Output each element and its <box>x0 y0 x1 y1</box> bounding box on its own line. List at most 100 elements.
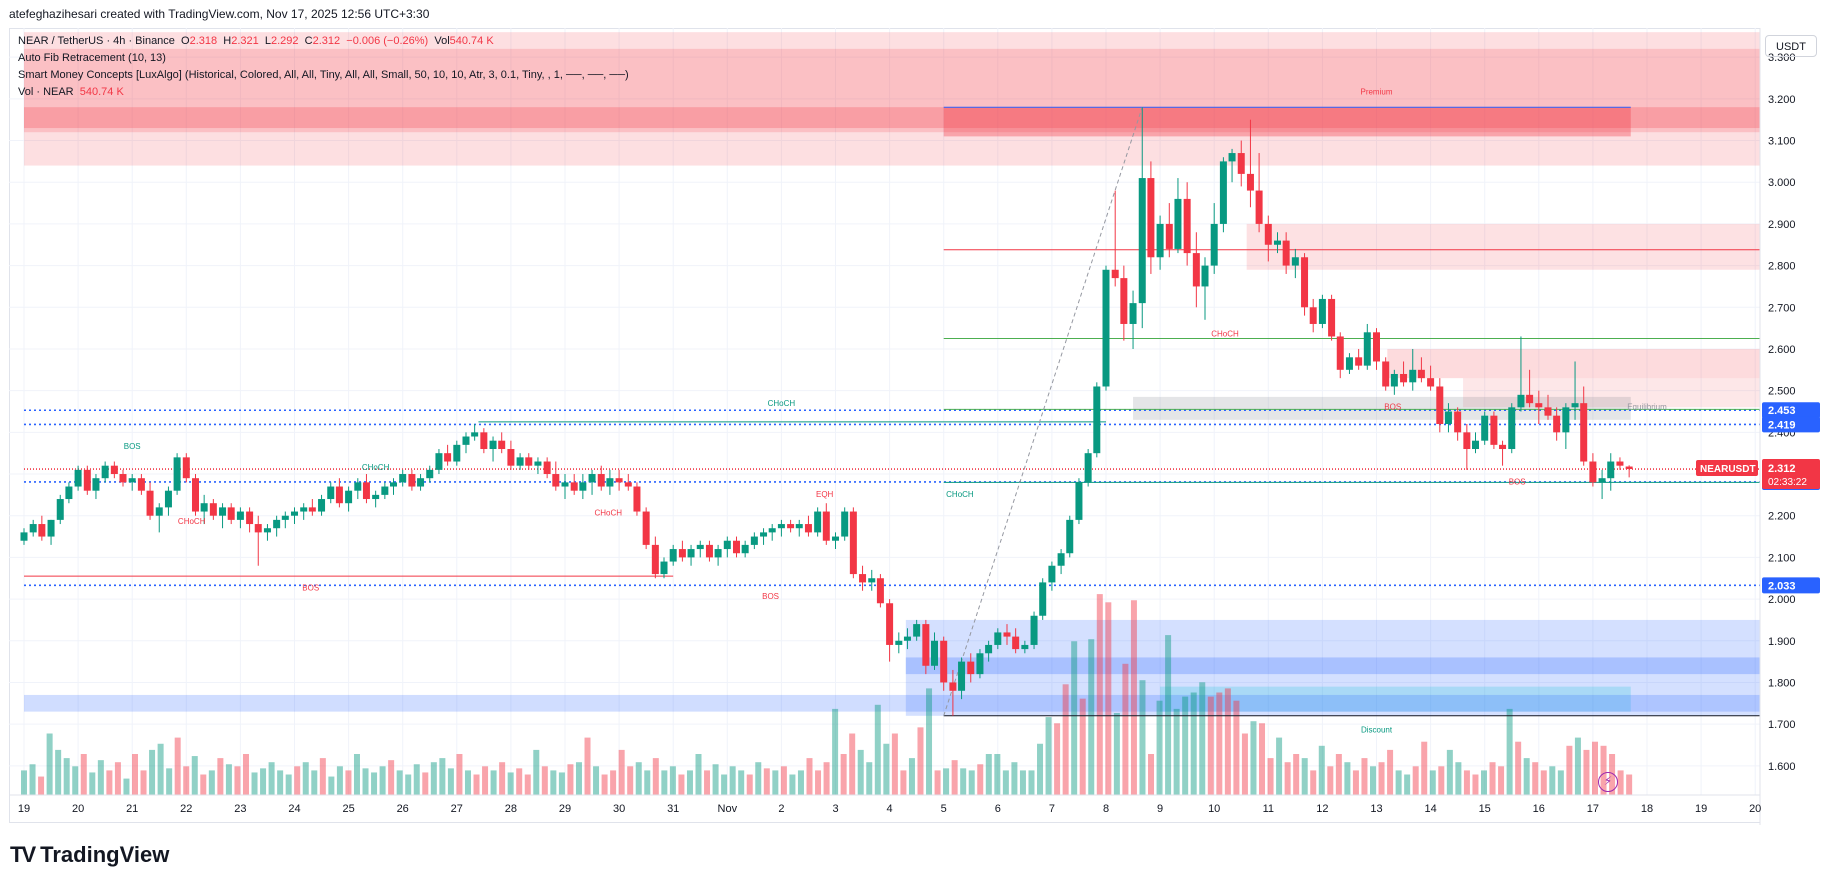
candle-body[interactable] <box>1021 644 1029 650</box>
candle-body[interactable] <box>1057 553 1065 566</box>
candle-body[interactable] <box>56 499 64 520</box>
candle-body[interactable] <box>254 524 262 533</box>
candle-body[interactable] <box>471 432 479 437</box>
currency-selector[interactable]: USDT <box>1765 35 1817 57</box>
candle-body[interactable] <box>236 511 244 520</box>
candle-body[interactable] <box>1444 411 1452 425</box>
candle-body[interactable] <box>1363 332 1371 366</box>
candle-body[interactable] <box>895 640 903 645</box>
candle-body[interactable] <box>615 478 623 483</box>
candle-body[interactable] <box>1409 369 1417 383</box>
candle-body[interactable] <box>1183 198 1191 254</box>
candle-body[interactable] <box>101 465 109 479</box>
candle-body[interactable] <box>624 482 632 487</box>
candle-body[interactable] <box>949 682 957 691</box>
candle-body[interactable] <box>1481 415 1489 441</box>
price-axis-tag[interactable] <box>1762 416 1820 433</box>
candle-body[interactable] <box>1084 453 1092 483</box>
candle-body[interactable] <box>1517 394 1525 408</box>
candle-body[interactable] <box>1490 415 1498 445</box>
candle-body[interactable] <box>92 478 100 491</box>
candle-body[interactable] <box>1291 257 1299 266</box>
candle-body[interactable] <box>1454 411 1462 433</box>
candle-body[interactable] <box>1390 373 1398 387</box>
candle-body[interactable] <box>1156 223 1164 258</box>
candle-body[interactable] <box>65 486 73 500</box>
candle-body[interactable] <box>1580 403 1588 462</box>
candle-body[interactable] <box>976 653 984 675</box>
candle-body[interactable] <box>886 603 894 645</box>
candle-body[interactable] <box>1264 223 1272 245</box>
candle-body[interactable] <box>182 457 190 479</box>
candle-body[interactable] <box>822 511 830 541</box>
candle-body[interactable] <box>227 507 235 520</box>
candle-body[interactable] <box>678 549 686 558</box>
candle-body[interactable] <box>1589 461 1597 483</box>
candle-body[interactable] <box>1111 269 1119 279</box>
candle-body[interactable] <box>606 478 614 487</box>
candle-body[interactable] <box>814 511 822 533</box>
candle-body[interactable] <box>1562 407 1570 433</box>
price-axis-tag[interactable] <box>1762 577 1820 594</box>
candle-body[interactable] <box>291 511 298 516</box>
candle-body[interactable] <box>300 507 308 512</box>
candle-body[interactable] <box>1219 161 1227 224</box>
candle-body[interactable] <box>1066 519 1074 554</box>
candle-body[interactable] <box>1138 178 1146 304</box>
candle-body[interactable] <box>372 494 380 500</box>
candle-body[interactable] <box>110 465 118 475</box>
candle-body[interactable] <box>38 524 46 537</box>
candle-body[interactable] <box>417 478 425 487</box>
candle-body[interactable] <box>1120 278 1128 324</box>
candle-body[interactable] <box>273 519 281 529</box>
candle-body[interactable] <box>47 519 55 537</box>
candle-body[interactable] <box>1309 307 1317 324</box>
candle-body[interactable] <box>660 561 668 575</box>
lightning-icon[interactable]: ⚡ <box>1598 772 1618 792</box>
candle-body[interactable] <box>696 544 704 550</box>
candle-body[interactable] <box>841 511 849 537</box>
candle-body[interactable] <box>426 469 434 479</box>
candle-body[interactable] <box>489 440 497 450</box>
candle-body[interactable] <box>750 536 758 545</box>
candle-body[interactable] <box>552 474 560 487</box>
candle-body[interactable] <box>832 536 839 541</box>
candle-body[interactable] <box>164 490 172 508</box>
candle-body[interactable] <box>633 486 641 512</box>
candle-body[interactable] <box>1616 461 1624 466</box>
candle-body[interactable] <box>967 661 975 675</box>
candle-body[interactable] <box>200 503 208 512</box>
candle-body[interactable] <box>1373 332 1380 362</box>
candle-body[interactable] <box>1336 336 1344 370</box>
candle-body[interactable] <box>903 636 911 641</box>
candle-body[interactable] <box>1417 369 1425 379</box>
candle-body[interactable] <box>128 478 136 483</box>
candle-body[interactable] <box>1039 582 1047 616</box>
candle-body[interactable] <box>1282 240 1290 266</box>
candle-body[interactable] <box>1607 461 1615 479</box>
candle-body[interactable] <box>1192 253 1200 287</box>
candle-body[interactable] <box>1201 265 1209 287</box>
candle-body[interactable] <box>985 644 993 654</box>
candle-body[interactable] <box>308 507 316 512</box>
candle-body[interactable] <box>876 578 884 604</box>
candle-body[interactable] <box>1129 303 1137 324</box>
candle-body[interactable] <box>922 624 930 666</box>
candle-body[interactable] <box>209 503 217 516</box>
candle-body[interactable] <box>1345 357 1353 370</box>
legend-symbol[interactable]: NEAR / TetherUS · 4h · Binance <box>18 35 175 47</box>
candle-body[interactable] <box>787 524 795 529</box>
candle-body[interactable] <box>1165 223 1173 249</box>
candle-body[interactable] <box>849 511 857 575</box>
candle-body[interactable] <box>1228 153 1236 162</box>
candle-body[interactable] <box>335 486 343 504</box>
candle-body[interactable] <box>390 482 398 487</box>
candle-body[interactable] <box>1030 615 1038 645</box>
candle-body[interactable] <box>1382 361 1390 387</box>
candle-body[interactable] <box>1273 240 1281 245</box>
candle-body[interactable] <box>669 549 677 562</box>
candle-body[interactable] <box>29 524 37 533</box>
candle-body[interactable] <box>723 540 731 550</box>
candle-body[interactable] <box>588 474 596 483</box>
